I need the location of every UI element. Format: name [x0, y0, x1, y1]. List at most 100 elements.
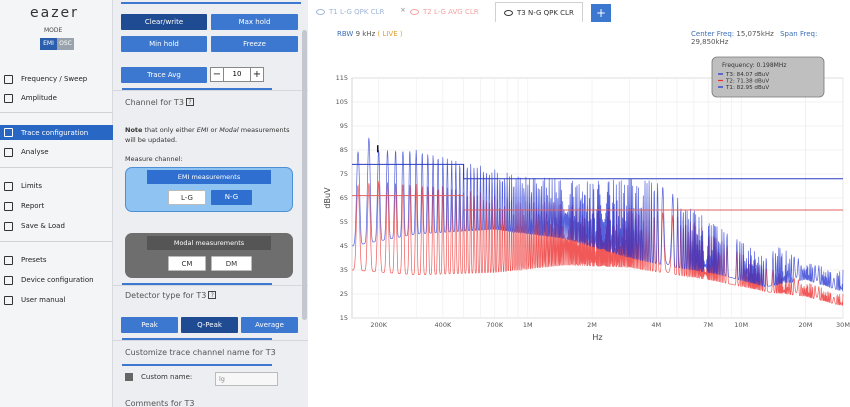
tab-label: T2 L-G AVG CLR: [423, 8, 479, 16]
tab-t1[interactable]: T1 L-G QPK CLR ×: [316, 2, 406, 22]
sidebar-item-limits[interactable]: Limits: [4, 179, 112, 193]
y-tick-label: 35: [340, 266, 348, 274]
sidebar-item-trace-configuration[interactable]: Trace configuration: [0, 125, 113, 140]
mode-label: MODE: [44, 27, 63, 34]
channel-section-title: Channel for T3?: [125, 98, 194, 107]
note-modal: Modal: [219, 126, 239, 134]
tab-label: T1 L-G QPK CLR: [329, 8, 385, 16]
sidebar-item-presets[interactable]: Presets: [4, 253, 112, 267]
main-sidebar: eazer MODE EMI OSC Frequency / Sweep Amp…: [0, 0, 113, 407]
mode-osc-button[interactable]: OSC: [57, 38, 74, 50]
section-divider: [113, 90, 308, 91]
clear-write-button[interactable]: Clear/write: [121, 14, 207, 30]
detector-section-title: Detector type for T3?: [125, 291, 217, 300]
device-icon: [4, 275, 13, 285]
x-tick-label: 20M: [798, 321, 812, 329]
rbw-readout: RBW 9 kHz ( LIVE ): [337, 30, 403, 38]
sidebar-item-label: Frequency / Sweep: [21, 75, 88, 83]
modal-cm-button[interactable]: CM: [168, 256, 206, 271]
detector-title-text: Detector type for T3: [125, 291, 207, 300]
sidebar-item-frequency-sweep[interactable]: Frequency / Sweep: [4, 72, 112, 86]
span-freq-label: Span Freq:: [780, 30, 818, 38]
custom-name-input[interactable]: lg: [215, 372, 278, 386]
limit-line: [352, 163, 843, 180]
section-accent: [122, 88, 272, 90]
help-icon[interactable]: ?: [208, 291, 217, 299]
max-hold-button[interactable]: Max hold: [211, 14, 298, 30]
sidebar-item-label: Device configuration: [21, 276, 94, 284]
limits-icon: [4, 181, 13, 191]
x-tick-label: 2M: [587, 321, 597, 329]
trace-icon: [4, 128, 13, 137]
trace-avg-value[interactable]: 10: [223, 68, 251, 81]
sidebar-item-amplitude[interactable]: Amplitude: [4, 91, 112, 105]
sidebar-divider: [0, 112, 113, 113]
emi-ng-button[interactable]: N-G: [211, 190, 252, 205]
x-tick-label: 700K: [486, 321, 503, 329]
rbw-value: 9 kHz: [355, 30, 376, 38]
modal-dm-button[interactable]: DM: [211, 256, 252, 271]
detector-average-button[interactable]: Average: [241, 317, 298, 333]
x-tick-label: 200K: [370, 321, 387, 329]
y-tick-label: 115: [336, 74, 348, 82]
section-accent: [121, 2, 301, 4]
emi-lg-button[interactable]: L-G: [168, 190, 206, 205]
note-text: or: [208, 126, 220, 134]
sidebar-divider: [0, 167, 113, 168]
stepper-decrement-button[interactable]: −: [212, 69, 222, 80]
cursor-readout-box: [711, 56, 825, 98]
sidebar-item-label: Analyse: [21, 148, 49, 156]
mode-emi-button[interactable]: EMI: [40, 38, 57, 50]
trace-avg-button[interactable]: Trace Avg: [121, 67, 207, 83]
y-tick-label: 15: [340, 314, 348, 322]
section-accent: [122, 283, 272, 285]
sidebar-item-user-manual[interactable]: User manual: [4, 293, 112, 307]
y-tick-label: 75: [340, 170, 348, 178]
x-tick-label: 10M: [734, 321, 748, 329]
save-icon: [4, 221, 13, 231]
sidebar-item-analyse[interactable]: Analyse: [4, 145, 112, 159]
section-accent: [122, 338, 272, 340]
cursor-frequency-text: Frequency: 0.198MHz: [722, 62, 787, 69]
y-tick-label: 105: [336, 98, 348, 106]
min-hold-button[interactable]: Min hold: [121, 36, 207, 52]
freeze-button[interactable]: Freeze: [211, 36, 298, 52]
eye-icon[interactable]: [504, 9, 513, 16]
tab-t3[interactable]: T3 N-G QPK CLR: [495, 2, 583, 22]
note-emi: EMI: [196, 126, 209, 134]
x-axis-label: Hz: [592, 333, 602, 342]
span-freq-value: 29,850kHz: [691, 38, 729, 46]
detector-peak-button[interactable]: Peak: [121, 317, 178, 333]
x-tick-label: 4M: [651, 321, 661, 329]
help-icon[interactable]: ?: [185, 98, 194, 106]
x-tick-label: 30M: [836, 321, 850, 329]
sidebar-item-save-load[interactable]: Save & Load: [4, 219, 112, 233]
note-text: measurements will be updated.: [125, 126, 290, 144]
sidebar-item-label: Limits: [21, 182, 42, 190]
sidebar-item-report[interactable]: Report: [4, 199, 112, 213]
tab-label: T3 N-G QPK CLR: [517, 8, 574, 17]
tab-t2[interactable]: T2 L-G AVG CLR ×: [410, 2, 500, 22]
help-icon: [4, 295, 13, 305]
add-trace-tab-button[interactable]: +: [591, 4, 611, 22]
mode-toggle: EMI OSC: [40, 38, 74, 50]
app-logo: eazer: [30, 5, 79, 21]
center-freq-label: Center Freq:: [691, 30, 735, 38]
sidebar-item-label: Trace configuration: [21, 128, 89, 137]
sweep-icon: [4, 74, 13, 84]
customize-section-title: Customize trace channel name for T3: [125, 348, 276, 357]
sidebar-divider: [0, 241, 113, 242]
x-tick-label: 400K: [435, 321, 452, 329]
custom-name-row: Custom name:: [125, 373, 192, 381]
panel-scrollbar[interactable]: [302, 30, 307, 320]
stepper-increment-button[interactable]: +: [252, 69, 262, 80]
custom-name-checkbox[interactable]: [125, 373, 133, 381]
sidebar-item-label: User manual: [21, 296, 66, 304]
eye-icon[interactable]: [316, 9, 325, 15]
close-icon[interactable]: ×: [400, 6, 406, 14]
sidebar-item-device-configuration[interactable]: Device configuration: [4, 273, 112, 287]
eye-icon[interactable]: [410, 9, 419, 15]
emi-spectrum-chart[interactable]: 15 25 35 45 55 65 75 85 95 105 115 200K 400K 700K 1M 2M…: [308, 22, 850, 407]
detector-qpeak-button[interactable]: Q-Peak: [181, 317, 238, 333]
